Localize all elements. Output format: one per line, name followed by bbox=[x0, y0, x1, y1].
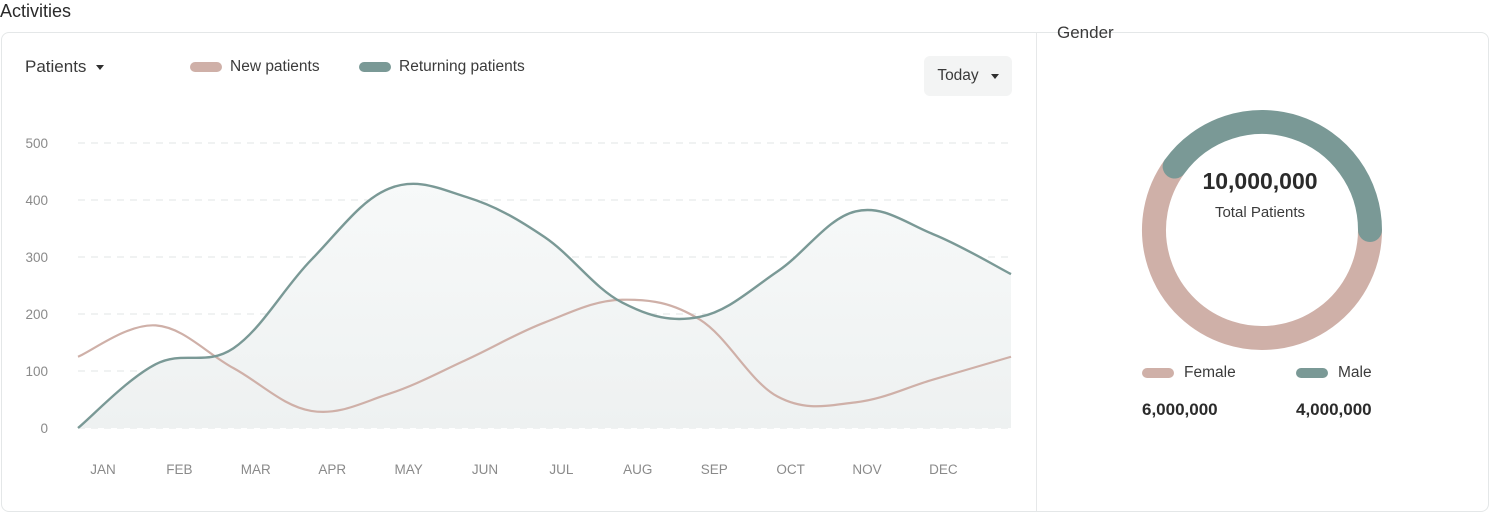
x-tick-label: DEC bbox=[929, 462, 958, 477]
section-title: Activities bbox=[0, 1, 72, 21]
legend-swatch-male bbox=[1296, 368, 1328, 378]
period-select-label: Today bbox=[937, 67, 979, 84]
legend-label-new: New patients bbox=[230, 58, 320, 75]
x-tick-label: OCT bbox=[776, 462, 805, 477]
new-patients-line bbox=[77, 298, 1012, 413]
female-count: 6,000,000 bbox=[1142, 400, 1218, 419]
returning-patients-line bbox=[77, 182, 1012, 429]
metric-select-label: Patients bbox=[25, 57, 87, 76]
x-tick-label: APR bbox=[318, 462, 346, 477]
legend-swatch-female bbox=[1142, 368, 1174, 378]
total-patients-value: 10,000,000 bbox=[1202, 168, 1318, 194]
male-segment bbox=[1162, 110, 1382, 242]
panel-divider bbox=[1036, 33, 1037, 511]
metric-select[interactable]: Patients bbox=[25, 57, 105, 77]
legend-returning-patients: Returning patients bbox=[359, 58, 525, 76]
patients-line-chart: 0 100 200 300 400 500 JAN FEB MAR APR MAY JUN JUL AUG… bbox=[25, 136, 1012, 477]
legend-female: Female bbox=[1142, 364, 1236, 382]
x-tick-label: FEB bbox=[166, 462, 192, 477]
legend-male: Male bbox=[1296, 364, 1372, 382]
chevron-down-icon bbox=[96, 64, 105, 70]
x-tick-label: JUN bbox=[472, 462, 498, 477]
returning-patients-area bbox=[78, 183, 1011, 428]
legend-swatch-new bbox=[190, 62, 222, 72]
legend-label-male: Male bbox=[1338, 364, 1372, 381]
legend-label-female: Female bbox=[1184, 364, 1236, 381]
x-tick-label: JAN bbox=[90, 462, 116, 477]
x-tick-label: NOV bbox=[852, 462, 881, 477]
legend-label-returning: Returning patients bbox=[399, 58, 525, 75]
x-tick-label: MAR bbox=[241, 462, 271, 477]
gender-donut-chart bbox=[1142, 110, 1382, 350]
legend-swatch-returning bbox=[359, 62, 391, 72]
female-segment bbox=[1142, 159, 1382, 350]
x-tick-label: SEP bbox=[701, 462, 728, 477]
y-tick-label: 500 bbox=[25, 136, 48, 151]
period-select[interactable]: Today bbox=[924, 56, 1012, 96]
y-tick-label: 400 bbox=[25, 193, 48, 208]
y-tick-label: 200 bbox=[25, 307, 48, 322]
legend-new-patients: New patients bbox=[190, 58, 320, 76]
y-tick-label: 0 bbox=[40, 421, 48, 436]
x-tick-label: JUL bbox=[549, 462, 573, 477]
y-tick-label: 100 bbox=[25, 364, 48, 379]
total-patients-caption: Total Patients bbox=[1214, 204, 1306, 221]
y-tick-label: 300 bbox=[25, 250, 48, 265]
chevron-down-icon bbox=[990, 73, 999, 79]
x-tick-label: AUG bbox=[623, 462, 652, 477]
x-tick-label: MAY bbox=[394, 462, 422, 477]
male-count: 4,000,000 bbox=[1296, 400, 1372, 419]
gender-title: Gender bbox=[1057, 23, 1114, 42]
